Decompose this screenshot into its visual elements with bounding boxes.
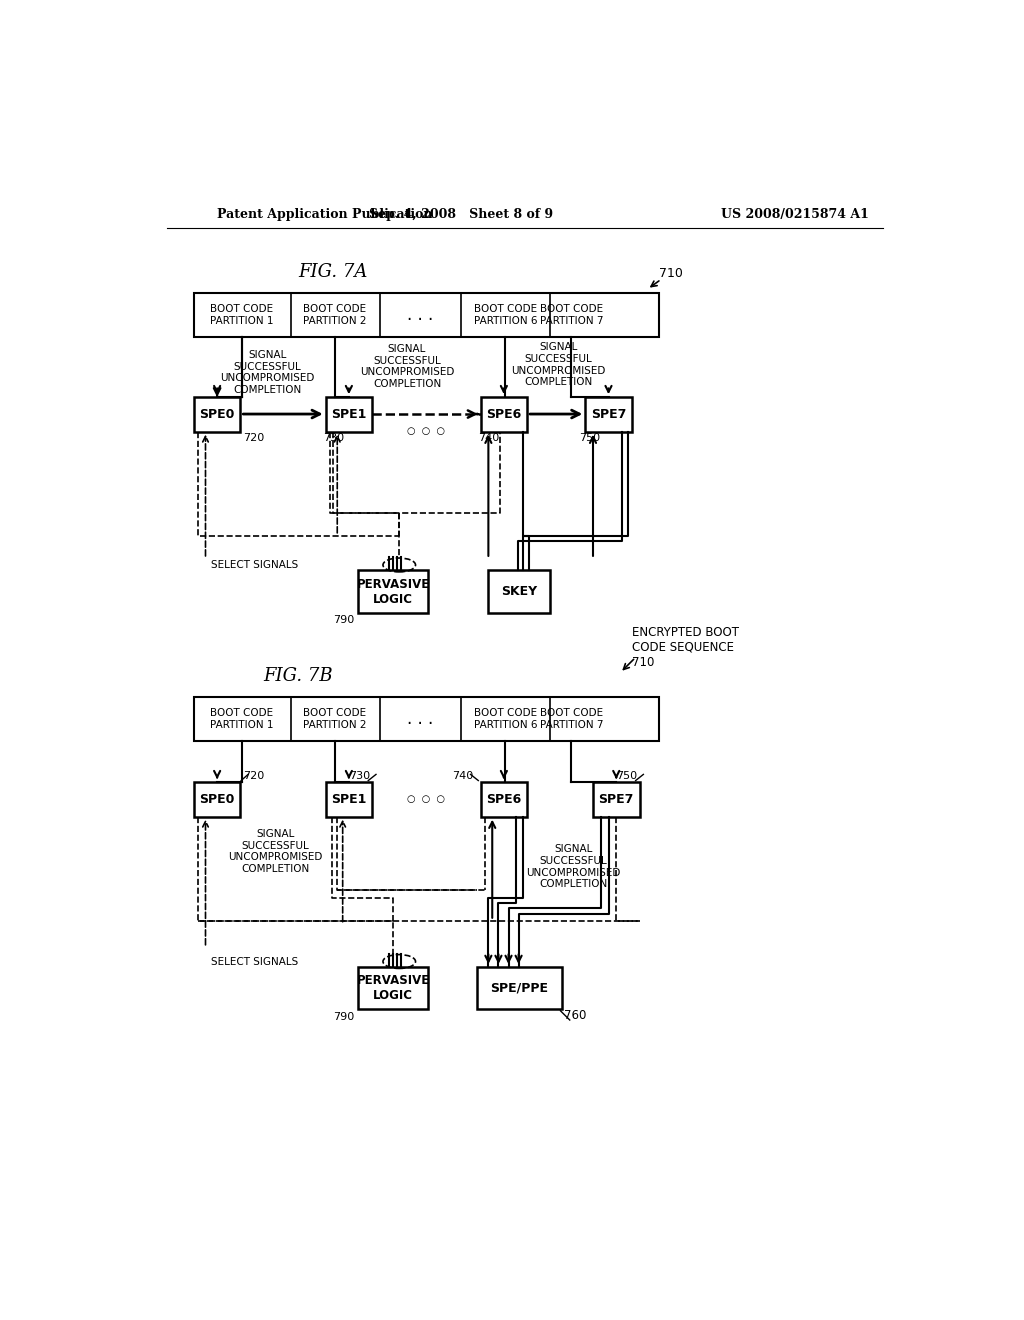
Text: SELECT SIGNALS: SELECT SIGNALS [211, 560, 299, 570]
Text: FIG. 7A: FIG. 7A [299, 264, 368, 281]
Bar [480, 781, 527, 817]
Text: 740: 740 [478, 433, 500, 444]
Bar [358, 966, 428, 1010]
Text: BOOT CODE
PARTITION 2: BOOT CODE PARTITION 2 [303, 708, 367, 730]
Text: SPE6: SPE6 [486, 408, 521, 421]
Text: SIGNAL
SUCCESSFUL
UNCOMPROMISED
COMPLETION: SIGNAL SUCCESSFUL UNCOMPROMISED COMPLETI… [526, 845, 621, 890]
Text: SPE/PPE: SPE/PPE [490, 982, 549, 994]
Text: SIGNAL
SUCCESSFUL
UNCOMPROMISED
COMPLETION: SIGNAL SUCCESSFUL UNCOMPROMISED COMPLETI… [228, 829, 323, 874]
Text: BOOT CODE
PARTITION 6: BOOT CODE PARTITION 6 [474, 304, 538, 326]
Text: 790: 790 [333, 1012, 354, 1022]
Bar [488, 570, 550, 612]
Bar [326, 781, 372, 817]
Text: SPE7: SPE7 [599, 793, 634, 807]
Text: SPE1: SPE1 [331, 793, 367, 807]
Bar [194, 781, 241, 817]
Text: US 2008/0215874 A1: US 2008/0215874 A1 [721, 209, 868, 222]
Text: 710: 710 [658, 268, 683, 280]
Text: BOOT CODE
PARTITION 6: BOOT CODE PARTITION 6 [474, 708, 538, 730]
Text: Sep. 4, 2008   Sheet 8 of 9: Sep. 4, 2008 Sheet 8 of 9 [370, 209, 553, 222]
Text: 750: 750 [616, 771, 637, 781]
Bar [194, 697, 658, 742]
Bar [593, 781, 640, 817]
Text: FIG. 7B: FIG. 7B [264, 667, 334, 685]
Bar [194, 293, 658, 337]
Bar [194, 397, 241, 432]
Text: Patent Application Publication: Patent Application Publication [217, 209, 432, 222]
Text: PERVASIVE
LOGIC: PERVASIVE LOGIC [356, 974, 430, 1002]
Text: 730: 730 [324, 433, 344, 444]
Text: ○  ○  ○: ○ ○ ○ [408, 795, 445, 804]
Bar [586, 397, 632, 432]
Text: 730: 730 [349, 771, 370, 781]
Text: 750: 750 [579, 433, 600, 444]
Bar [326, 397, 372, 432]
Text: PERVASIVE
LOGIC: PERVASIVE LOGIC [356, 578, 430, 606]
Bar [480, 397, 527, 432]
Text: BOOT CODE
PARTITION 1: BOOT CODE PARTITION 1 [210, 708, 273, 730]
Text: BOOT CODE
PARTITION 7: BOOT CODE PARTITION 7 [540, 708, 603, 730]
Text: SIGNAL
SUCCESSFUL
UNCOMPROMISED
COMPLETION: SIGNAL SUCCESSFUL UNCOMPROMISED COMPLETI… [220, 350, 314, 395]
Bar [477, 966, 562, 1010]
Text: 760: 760 [564, 1008, 587, 1022]
Text: SPE7: SPE7 [591, 408, 627, 421]
Text: 720: 720 [243, 771, 264, 781]
Text: 720: 720 [243, 433, 264, 444]
Text: SELECT SIGNALS: SELECT SIGNALS [211, 957, 299, 966]
Text: ○  ○  ○: ○ ○ ○ [408, 426, 445, 436]
Text: ENCRYPTED BOOT
CODE SEQUENCE
710: ENCRYPTED BOOT CODE SEQUENCE 710 [632, 626, 738, 669]
Text: SPE1: SPE1 [331, 408, 367, 421]
Text: 790: 790 [333, 615, 354, 626]
Text: SPE6: SPE6 [486, 793, 521, 807]
Text: SKEY: SKEY [502, 585, 538, 598]
Text: BOOT CODE
PARTITION 2: BOOT CODE PARTITION 2 [303, 304, 367, 326]
Text: 740: 740 [452, 771, 473, 781]
Text: SPE0: SPE0 [200, 408, 234, 421]
Bar [358, 570, 428, 612]
Text: SIGNAL
SUCCESSFUL
UNCOMPROMISED
COMPLETION: SIGNAL SUCCESSFUL UNCOMPROMISED COMPLETI… [359, 345, 455, 388]
Text: . . .: . . . [408, 710, 433, 727]
Text: SPE0: SPE0 [200, 793, 234, 807]
Text: SIGNAL
SUCCESSFUL
UNCOMPROMISED
COMPLETION: SIGNAL SUCCESSFUL UNCOMPROMISED COMPLETI… [511, 342, 605, 387]
Text: BOOT CODE
PARTITION 1: BOOT CODE PARTITION 1 [210, 304, 273, 326]
Text: BOOT CODE
PARTITION 7: BOOT CODE PARTITION 7 [540, 304, 603, 326]
Text: . . .: . . . [408, 306, 433, 323]
